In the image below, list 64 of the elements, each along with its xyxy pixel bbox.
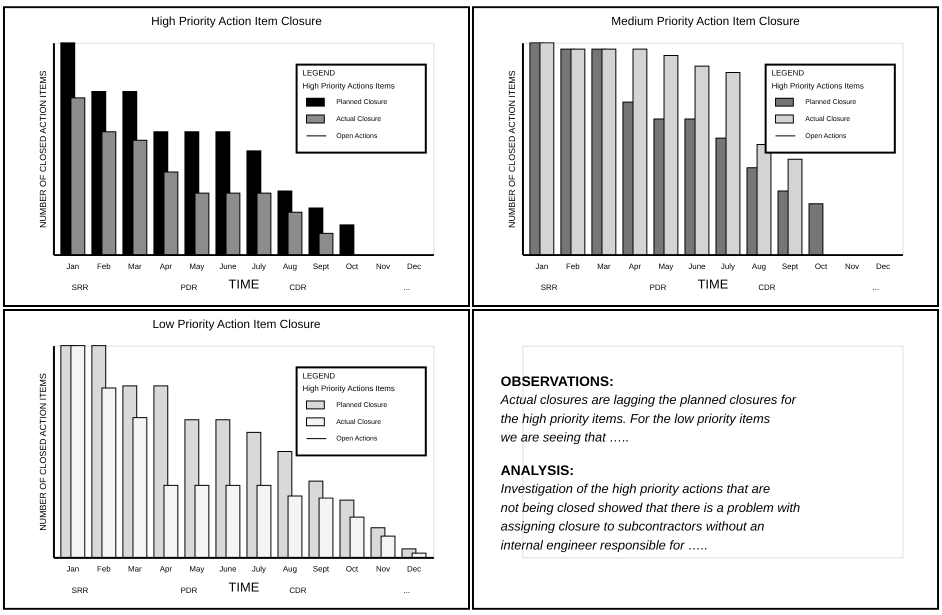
- x-tick-label: May: [189, 262, 204, 271]
- x-tick-label: Mar: [128, 262, 142, 271]
- x-tick-label: Oct: [346, 564, 359, 574]
- text: CDR: [289, 586, 307, 595]
- text: Actual closures are lagging the planned closures for the high priority items. For the low priority items we are seeing that …..: [500, 392, 797, 445]
- y-axis-title: NUMBER OF CLOSED ACTION ITEMS: [38, 373, 48, 531]
- x-tick-label: Sept: [312, 564, 330, 574]
- x-tick-label: Jan: [535, 262, 548, 271]
- x-tick-label: Jan: [66, 564, 80, 574]
- text: PDR: [180, 586, 198, 595]
- legend-title: LEGEND High Priority Actions Items: [302, 68, 395, 90]
- x-axis-title: TIME: [698, 276, 729, 292]
- chart-title: Medium Priority Action Item Closure: [611, 14, 800, 28]
- x-tick-label: Apr: [160, 262, 172, 271]
- x-tick-label: Dec: [406, 564, 422, 574]
- x-tick-label: July: [252, 262, 266, 271]
- x-tick-label: Apr: [160, 564, 172, 574]
- text: ANALYSIS:: [500, 462, 574, 478]
- x-axis-title: TIME: [228, 579, 260, 594]
- text: OBSERVATIONS:: [500, 373, 614, 390]
- x-tick-label: Oct: [346, 262, 359, 271]
- x-tick-label: Jan: [66, 262, 80, 271]
- x-tick-label: Nov: [844, 262, 860, 271]
- x-tick-label: Aug: [282, 564, 297, 574]
- x-tick-label: June: [688, 262, 706, 271]
- text: CDR: [758, 283, 776, 292]
- text: SRR: [540, 283, 558, 292]
- text: SRR: [72, 283, 89, 292]
- x-tick-label: May: [189, 564, 204, 574]
- x-tick-label: Feb: [97, 564, 112, 574]
- chart-title: Low Priority Action Item Closure: [152, 316, 321, 331]
- text: SRR: [72, 586, 89, 595]
- text: ...: [404, 586, 410, 595]
- text: ...: [404, 283, 410, 292]
- x-tick-label: May: [658, 262, 674, 271]
- legend-title: LEGEND High Priority Actions Items: [302, 371, 395, 394]
- x-tick-label: Dec: [876, 262, 890, 271]
- x-tick-label: Mar: [128, 564, 142, 574]
- y-axis-title: NUMBER OF CLOSED ACTION ITEMS: [507, 70, 518, 228]
- text: ...: [872, 283, 880, 292]
- x-tick-label: Feb: [97, 262, 112, 271]
- text: PDR: [650, 283, 667, 292]
- x-tick-label: Oct: [814, 262, 828, 271]
- x-tick-label: Aug: [752, 262, 766, 271]
- text: Investigation of the high priority actions that are not being closed showed that there is a problem with assigning closure to subcontractors without an internal engineer responsible for …..: [500, 481, 800, 552]
- legend-title: LEGEND High Priority Actions Items: [772, 68, 864, 90]
- x-tick-label: Apr: [628, 262, 642, 271]
- x-tick-label: Sept: [312, 262, 330, 271]
- x-tick-label: Nov: [376, 564, 390, 574]
- text: PDR: [180, 283, 198, 292]
- text: CDR: [289, 283, 307, 292]
- x-tick-label: Nov: [376, 262, 390, 271]
- x-tick-label: June: [219, 564, 238, 574]
- x-tick-label: Feb: [566, 262, 580, 271]
- chart-title: High Priority Action Item Closure: [151, 14, 322, 28]
- x-tick-label: July: [252, 564, 266, 574]
- x-tick-label: Aug: [282, 262, 297, 271]
- y-axis-title: NUMBER OF CLOSED ACTION ITEMS: [38, 70, 48, 228]
- x-axis-title: TIME: [228, 276, 260, 292]
- x-tick-label: Mar: [597, 262, 612, 271]
- x-tick-label: Sept: [782, 262, 799, 271]
- x-tick-label: July: [720, 262, 736, 271]
- x-tick-label: June: [219, 262, 238, 271]
- x-tick-label: Dec: [406, 262, 422, 271]
